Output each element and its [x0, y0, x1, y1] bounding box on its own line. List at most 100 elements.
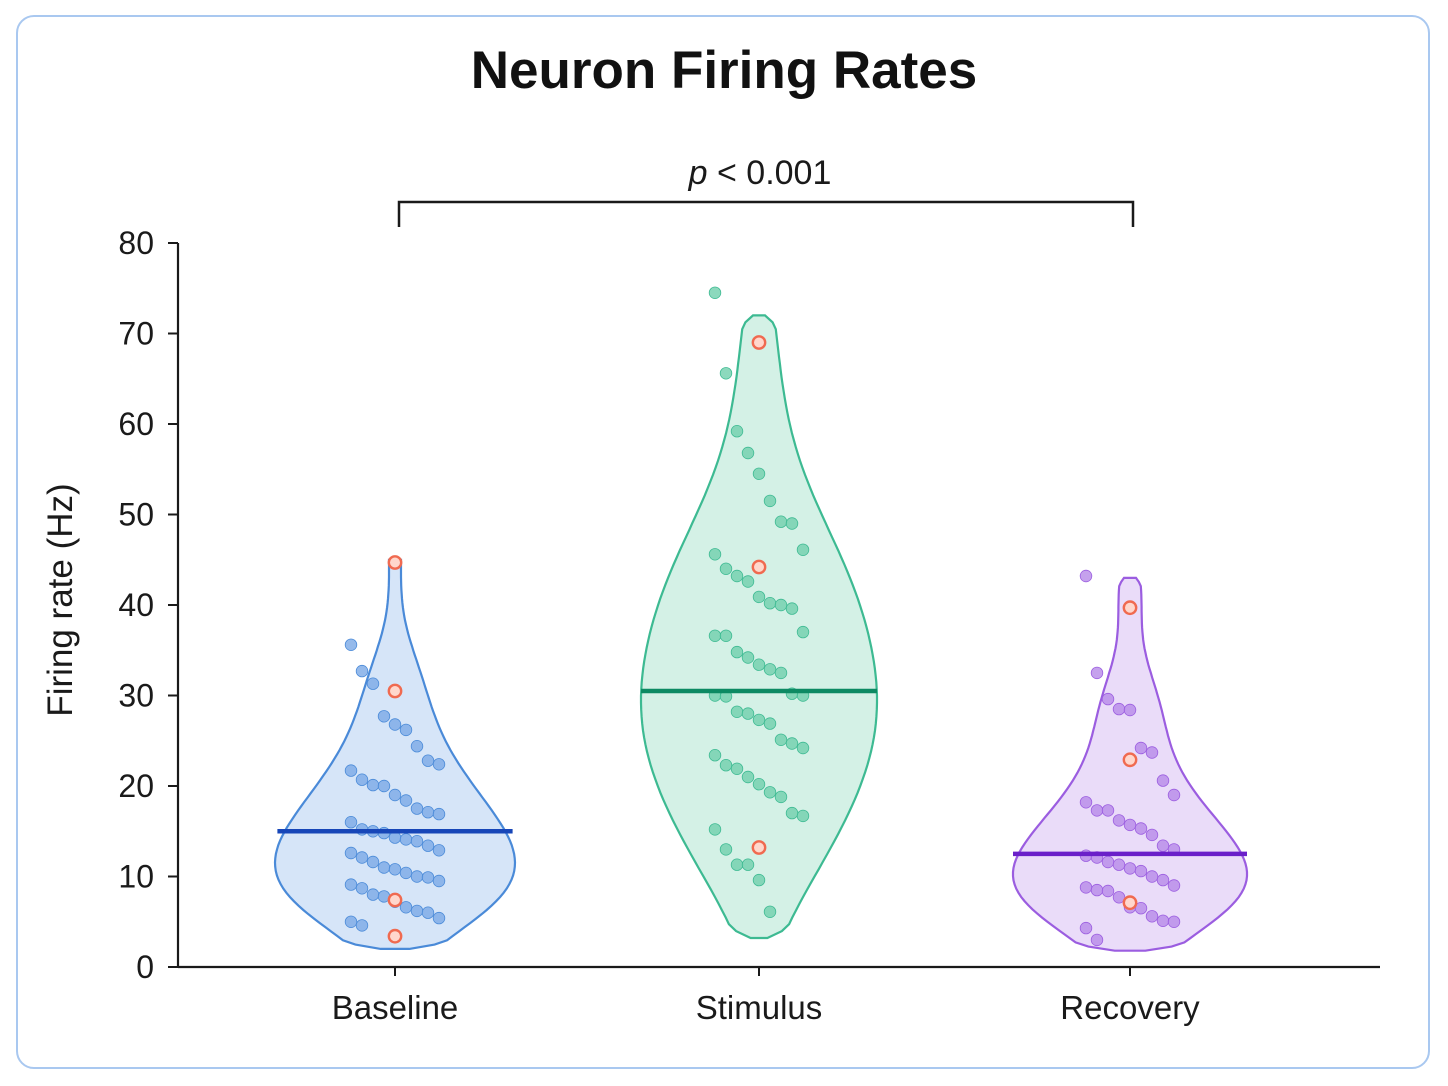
point-recovery	[1145, 828, 1159, 842]
point-recovery	[1112, 702, 1126, 716]
point-stimulus	[708, 286, 722, 300]
point-baseline	[388, 863, 402, 876]
point-baseline	[355, 664, 369, 678]
x-tick-label-recovery: Recovery	[1060, 989, 1200, 1026]
p-value-text: < 0.001	[708, 154, 832, 192]
point-baseline	[399, 866, 413, 880]
point-stimulus	[708, 823, 722, 836]
point-baseline	[388, 718, 402, 731]
point-stimulus	[785, 602, 799, 615]
point-stimulus	[708, 629, 722, 643]
point-stimulus	[785, 806, 799, 820]
point-stimulus	[763, 905, 777, 919]
point-recovery	[1123, 818, 1137, 832]
point-recovery	[1090, 883, 1104, 897]
point-layer	[344, 286, 1181, 947]
point-baseline	[344, 638, 358, 652]
point-baseline	[410, 870, 424, 883]
point-baseline	[399, 723, 413, 737]
point-recovery	[1134, 902, 1148, 915]
highlighted-point-stimulus	[751, 335, 767, 350]
point-baseline	[366, 855, 380, 869]
y-tick-label: 10	[118, 859, 154, 895]
y-tick-label: 60	[118, 406, 154, 442]
point-recovery	[1167, 788, 1181, 802]
point-recovery	[1167, 915, 1181, 929]
point-baseline	[344, 764, 358, 777]
point-recovery	[1079, 569, 1093, 583]
point-stimulus	[796, 741, 810, 755]
point-baseline	[410, 740, 424, 753]
y-tick-label: 40	[118, 587, 154, 623]
highlighted-point-recovery	[1122, 752, 1138, 768]
highlighted-point-baseline	[387, 892, 403, 908]
point-baseline	[344, 878, 358, 891]
point-baseline	[344, 846, 358, 860]
point-baseline	[377, 861, 391, 874]
point-recovery	[1079, 921, 1093, 935]
point-baseline	[432, 758, 446, 771]
highlighted-point-stimulus	[751, 559, 767, 575]
violin-baseline	[273, 558, 517, 950]
point-stimulus	[730, 645, 744, 659]
point-stimulus	[741, 651, 755, 664]
point-recovery	[1134, 864, 1148, 878]
point-recovery	[1101, 884, 1115, 898]
significance-annotation: p < 0.001	[397, 154, 1135, 227]
point-baseline	[355, 882, 369, 895]
point-recovery	[1123, 862, 1137, 875]
point-recovery	[1145, 746, 1159, 759]
x-tick-label-baseline: Baseline	[332, 989, 459, 1026]
point-recovery	[1156, 839, 1170, 852]
point-stimulus	[763, 597, 777, 610]
highlighted-point-baseline	[387, 928, 403, 944]
point-stimulus	[708, 548, 722, 561]
point-baseline	[421, 839, 435, 852]
point-recovery	[1090, 933, 1104, 947]
axes-layer: Baseline Stimulus Recovery 0 10 20 30 40 50 60 70 8…	[118, 225, 1380, 1026]
point-baseline	[432, 911, 446, 925]
point-recovery	[1112, 891, 1126, 904]
point-stimulus	[730, 762, 744, 776]
point-stimulus	[796, 809, 810, 823]
point-baseline	[432, 844, 446, 857]
point-baseline	[432, 807, 446, 821]
point-stimulus	[752, 873, 766, 887]
point-recovery	[1112, 858, 1126, 871]
highlighted-point-recovery	[1122, 600, 1138, 616]
significance-label: p < 0.001	[688, 154, 832, 192]
point-stimulus	[785, 517, 799, 530]
point-stimulus	[741, 858, 755, 871]
point-stimulus	[796, 625, 810, 639]
point-stimulus	[763, 717, 777, 730]
point-stimulus	[719, 759, 733, 772]
point-stimulus	[752, 778, 766, 791]
point-stimulus	[730, 425, 744, 438]
point-recovery	[1167, 879, 1181, 892]
point-stimulus	[730, 705, 744, 719]
x-tick-label-stimulus: Stimulus	[696, 989, 823, 1026]
significance-bracket	[397, 200, 1135, 227]
point-recovery	[1101, 855, 1115, 869]
point-stimulus	[752, 658, 766, 671]
point-baseline	[410, 904, 424, 918]
point-stimulus	[719, 562, 733, 576]
point-recovery	[1101, 804, 1115, 817]
point-recovery	[1079, 796, 1093, 809]
point-recovery	[1156, 914, 1170, 928]
point-baseline	[399, 901, 413, 914]
highlighted-point-baseline	[387, 555, 403, 570]
point-baseline	[377, 710, 391, 723]
point-baseline	[344, 816, 358, 829]
point-recovery	[1079, 881, 1093, 894]
point-stimulus	[752, 713, 766, 727]
y-tick-label: 0	[136, 949, 154, 985]
violin-stimulus	[639, 314, 879, 940]
point-stimulus	[730, 569, 744, 583]
point-stimulus	[774, 515, 788, 528]
point-recovery	[1156, 774, 1170, 787]
point-baseline	[355, 773, 369, 786]
point-baseline	[410, 802, 424, 815]
point-recovery	[1123, 703, 1137, 717]
